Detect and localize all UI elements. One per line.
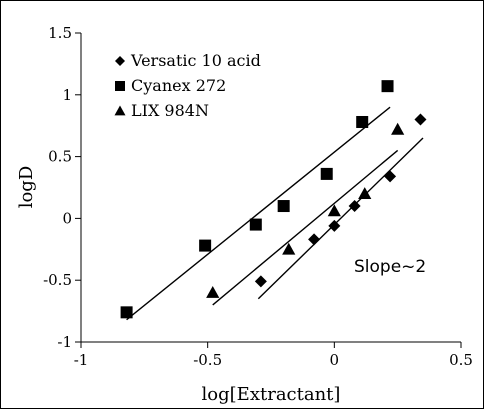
data-point-diamond: [414, 113, 427, 126]
data-point-triangle: [206, 285, 220, 298]
y-tick-label: 0.5: [48, 148, 72, 166]
x-axis-title: log[Extractant]: [202, 384, 341, 405]
data-point-square: [356, 115, 369, 128]
y-tick-label: -1: [57, 333, 72, 351]
legend-marker-diamond: [115, 56, 125, 66]
slope-annotation: Slope~2: [354, 257, 426, 277]
data-point-square: [320, 167, 333, 180]
data-point-diamond: [308, 233, 321, 246]
fit-line-triangle: [212, 149, 399, 306]
data-point-triangle: [282, 242, 296, 255]
legend-label: LIX 984N: [131, 101, 209, 120]
data-point-triangle: [358, 187, 372, 199]
data-point-square: [277, 200, 290, 213]
legend-marker-triangle: [114, 105, 126, 116]
x-tick-label: 0.5: [449, 351, 473, 369]
legend-label: Versatic 10 acid: [130, 51, 261, 70]
data-point-triangle: [391, 122, 405, 135]
fit-lines: [126, 106, 424, 321]
data-point-diamond: [384, 170, 397, 183]
legend: Versatic 10 acid Cyanex 272 LIX 984N: [114, 51, 261, 120]
y-tick-label: 1.5: [48, 24, 72, 42]
data-point-triangle: [327, 204, 341, 217]
data-point-diamond: [254, 275, 267, 288]
y-axis-ticks: -1 -0.5 0 0.5 1 1.5: [43, 24, 81, 351]
legend-marker-square: [115, 81, 125, 91]
x-axis-ticks: -1 -0.5 0 0.5: [74, 342, 473, 369]
data-point-square: [199, 239, 212, 252]
x-tick-label: 0: [330, 351, 340, 369]
y-tick-label: 1: [62, 86, 72, 104]
data-point-diamond: [348, 200, 361, 213]
y-tick-label: 0: [62, 209, 72, 227]
y-axis-title: logD: [16, 166, 37, 209]
y-tick-label: -0.5: [43, 271, 72, 289]
legend-label: Cyanex 272: [131, 76, 226, 95]
data-point-square: [249, 218, 262, 231]
data-point-diamond: [328, 219, 341, 232]
data-point-square: [120, 306, 133, 319]
fit-line-diamond: [257, 137, 424, 300]
x-tick-label: -1: [74, 351, 89, 369]
x-tick-label: -0.5: [193, 351, 222, 369]
data-points: [120, 80, 427, 319]
data-point-square: [381, 80, 394, 93]
fit-line-square: [126, 106, 391, 321]
